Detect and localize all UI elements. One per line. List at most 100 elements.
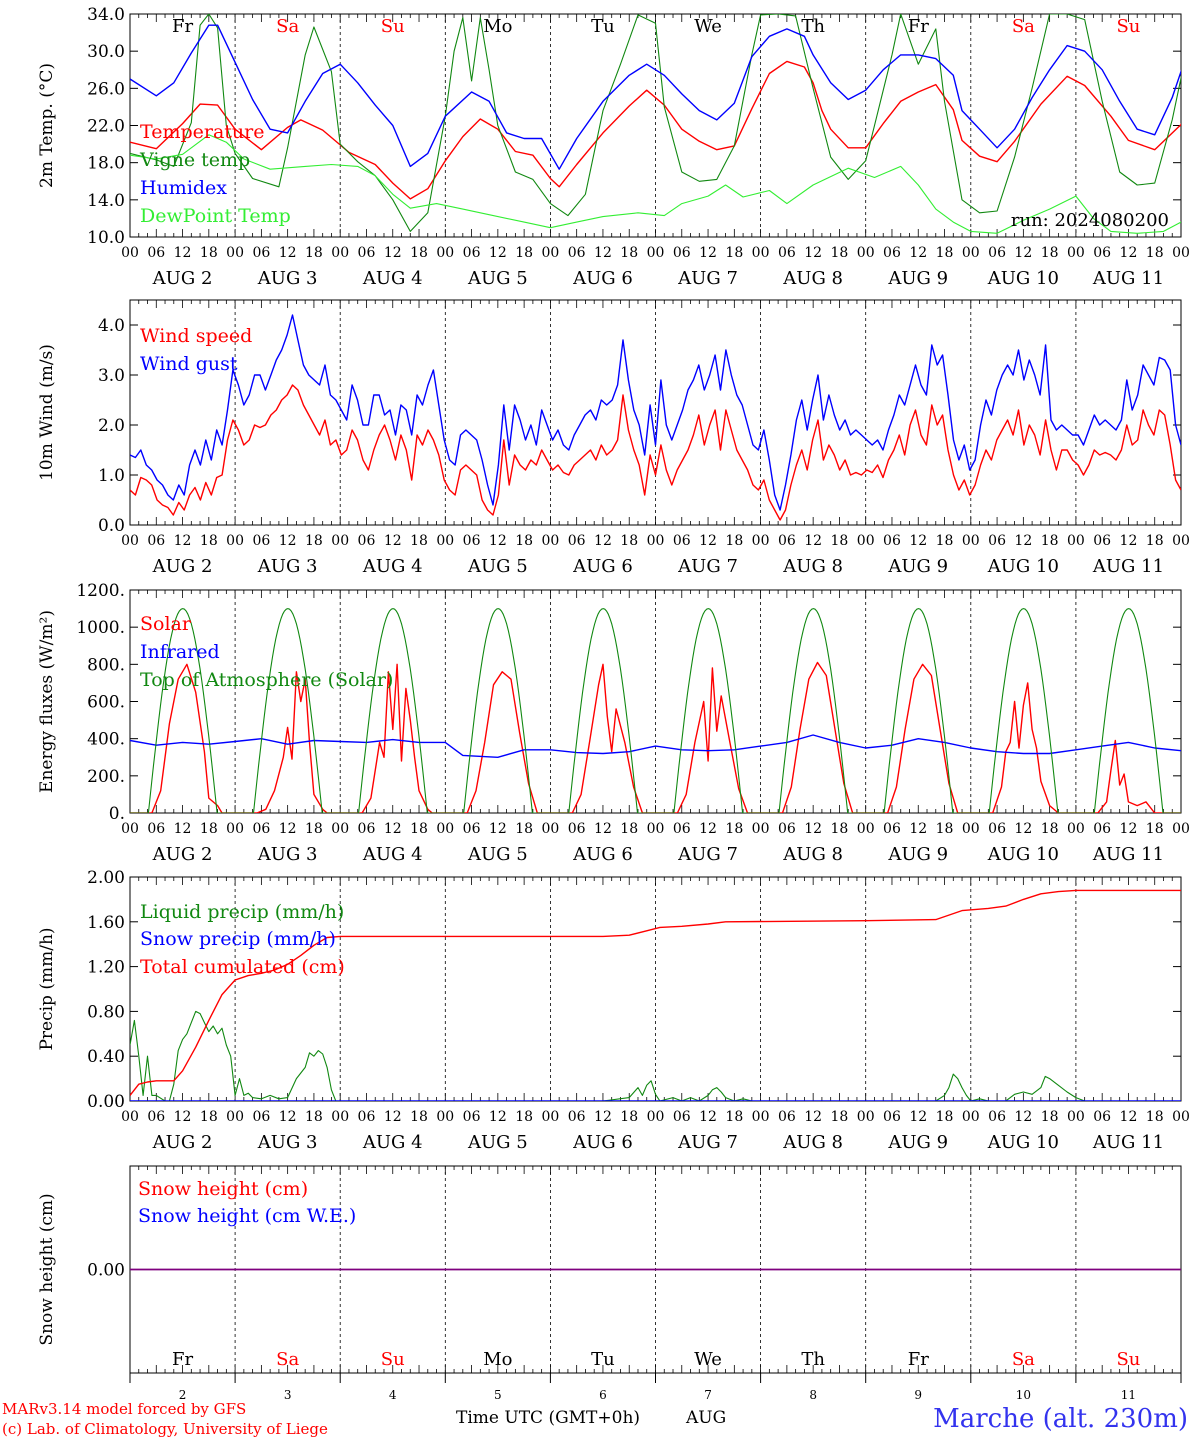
legend-entry: Humidex xyxy=(140,177,227,199)
hour-tick-label: 00 xyxy=(647,821,665,837)
hour-tick-label: 06 xyxy=(463,533,481,549)
hour-tick-label: 18 xyxy=(936,533,954,549)
hour-tick-label: 00 xyxy=(857,821,875,837)
y-tick-label: 3.0 xyxy=(98,366,125,386)
weekday-label: Fr xyxy=(172,16,193,37)
hour-tick-label: 12 xyxy=(1014,821,1032,837)
hour-tick-label: 18 xyxy=(1041,821,1059,837)
day-number-label: 7 xyxy=(704,1388,712,1402)
date-label: AUG 5 xyxy=(467,556,528,577)
hour-tick-label: 06 xyxy=(778,245,796,261)
hour-tick-label: 00 xyxy=(541,245,559,261)
date-label: AUG 4 xyxy=(362,844,423,865)
series-line-wind-speed xyxy=(130,384,1181,521)
legend-entry: Wind speed xyxy=(140,325,252,347)
weekday-label: Sa xyxy=(276,1349,299,1370)
day-number-label: 9 xyxy=(914,1388,922,1402)
day-number-label: 2 xyxy=(179,1388,187,1402)
hour-tick-label: 06 xyxy=(673,821,691,837)
y-tick-label: 200. xyxy=(87,767,125,787)
series-group-2 xyxy=(130,608,1181,813)
hour-tick-label: 06 xyxy=(568,245,586,261)
hour-tick-label: 12 xyxy=(174,245,192,261)
hour-tick-label: 12 xyxy=(699,533,717,549)
hour-tick-label: 12 xyxy=(1120,533,1138,549)
hour-tick-label: 00 xyxy=(121,821,139,837)
weekday-label: Su xyxy=(1116,16,1140,37)
hour-tick-label: 00 xyxy=(331,245,349,261)
hour-tick-label: 18 xyxy=(410,1109,428,1125)
hour-tick-label: 06 xyxy=(673,1109,691,1125)
date-label: AUG 4 xyxy=(362,556,423,577)
weekday-label: Mo xyxy=(483,16,512,37)
y-tick-label: 800. xyxy=(87,655,125,675)
hour-tick-label: 18 xyxy=(831,533,849,549)
hour-tick-label: 00 xyxy=(331,533,349,549)
date-label: AUG 6 xyxy=(572,1132,633,1153)
hour-tick-label: 06 xyxy=(147,1109,165,1125)
hour-tick-label: 00 xyxy=(1067,821,1085,837)
date-label: AUG 2 xyxy=(152,556,213,577)
hour-tick-label: 06 xyxy=(673,533,691,549)
hour-tick-label: 12 xyxy=(699,821,717,837)
hour-tick-label: 00 xyxy=(1172,821,1190,837)
series-line-top-of-atmosphere-solar- xyxy=(130,608,1181,813)
hour-tick-label: 12 xyxy=(174,821,192,837)
hour-tick-label: 18 xyxy=(410,533,428,549)
y-tick-label: 1.20 xyxy=(87,958,125,978)
date-label: AUG 7 xyxy=(677,268,738,289)
hour-tick-label: 00 xyxy=(857,1109,875,1125)
date-label: AUG 10 xyxy=(987,268,1059,289)
date-label: AUG 10 xyxy=(987,556,1059,577)
hour-tick-label: 12 xyxy=(909,821,927,837)
x-axis-title: Time UTC (GMT+0h) xyxy=(456,1408,640,1428)
hour-tick-label: 12 xyxy=(804,245,822,261)
hour-tick-label: 00 xyxy=(226,821,244,837)
date-label: AUG 9 xyxy=(887,844,948,865)
hour-tick-label: 00 xyxy=(962,533,980,549)
series-group-1 xyxy=(130,314,1181,521)
date-label: AUG 10 xyxy=(987,1132,1059,1153)
series-line-solar xyxy=(130,661,1181,813)
hour-tick-label: 18 xyxy=(515,821,533,837)
hour-tick-label: 06 xyxy=(1093,821,1111,837)
legend-entry: Total cumulated (cm) xyxy=(140,956,345,978)
hour-tick-label: 18 xyxy=(936,245,954,261)
y-tick-label: 0. xyxy=(109,804,125,824)
hour-tick-label: 12 xyxy=(594,821,612,837)
hour-tick-label: 00 xyxy=(1067,245,1085,261)
hour-tick-label: 18 xyxy=(725,821,743,837)
hour-tick-label: 00 xyxy=(752,533,770,549)
hour-tick-label: 00 xyxy=(436,821,454,837)
series-group-0 xyxy=(130,14,1181,234)
y-tick-label: 14.0 xyxy=(87,191,125,211)
day-number-label: 4 xyxy=(389,1388,397,1402)
hour-tick-label: 00 xyxy=(121,533,139,549)
hour-tick-label: 18 xyxy=(1146,533,1164,549)
date-label: AUG 7 xyxy=(677,1132,738,1153)
hour-tick-label: 18 xyxy=(515,1109,533,1125)
hour-tick-label: 00 xyxy=(647,533,665,549)
hour-tick-label: 12 xyxy=(489,821,507,837)
hour-tick-label: 18 xyxy=(936,1109,954,1125)
hour-tick-label: 18 xyxy=(831,1109,849,1125)
hour-tick-label: 18 xyxy=(305,533,323,549)
hour-tick-label: 00 xyxy=(752,1109,770,1125)
y-axis-label: Energy fluxes (W/m²) xyxy=(37,610,57,793)
date-label: AUG 9 xyxy=(887,556,948,577)
hour-tick-label: 18 xyxy=(410,245,428,261)
station-name: Marche (alt. 230m) xyxy=(933,1404,1188,1434)
hour-tick-label: 18 xyxy=(1041,245,1059,261)
weekday-label: Mo xyxy=(483,1349,512,1370)
panel-frame-2 xyxy=(129,589,1182,814)
hour-tick-label: 18 xyxy=(200,1109,218,1125)
series-line-total-cumulated-cm- xyxy=(130,889,1181,1096)
date-label: AUG 6 xyxy=(572,844,633,865)
y-tick-label: 1.0 xyxy=(98,466,125,486)
legend-entry: Wind gust xyxy=(140,353,238,375)
hour-tick-label: 06 xyxy=(147,821,165,837)
day-number-label: 8 xyxy=(809,1388,817,1402)
y-axis-label: 10m Wind (m/s) xyxy=(37,344,57,481)
hour-tick-label: 06 xyxy=(358,245,376,261)
hour-tick-label: 00 xyxy=(121,1109,139,1125)
